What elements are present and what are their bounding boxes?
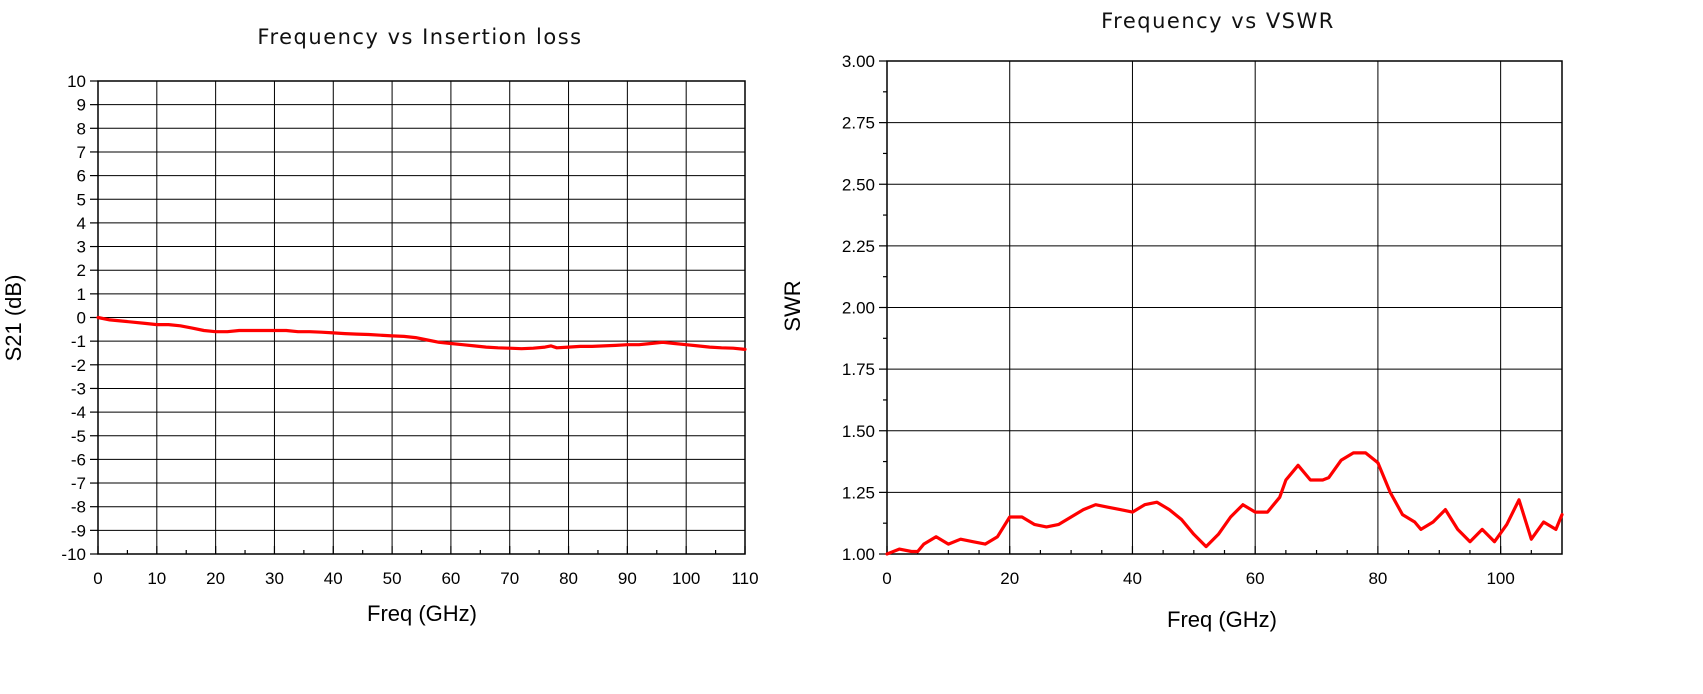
x-tick-labels: 0 20 40 60 80 100 <box>882 569 1515 588</box>
y-tick-label: 2.00 <box>842 299 875 318</box>
y-tick-label: 1.50 <box>842 422 875 441</box>
y-tick-label: -6 <box>71 450 86 469</box>
y-tick-labels: 3.00 2.75 2.50 2.25 2.00 1.75 1.50 1.25 1.00 <box>842 52 875 564</box>
x-tick-label: 0 <box>882 569 891 588</box>
y-tick-label: -3 <box>71 379 86 398</box>
x-tick-label: 100 <box>1486 569 1514 588</box>
chart-title: Frequency vs VSWR <box>1101 9 1335 33</box>
y-axis-label: SWR <box>780 280 805 331</box>
y-tick-label: 1.75 <box>842 360 875 379</box>
y-tick-label: 2.75 <box>842 114 875 133</box>
y-tick-label: -2 <box>71 356 86 375</box>
insertion-loss-chart: Frequency vs Insertion loss 0 10 20 30 40 50 6… <box>1 25 759 626</box>
series-line <box>885 451 1564 556</box>
y-tick-label: 9 <box>77 96 86 115</box>
y-tick-label: 8 <box>77 119 86 138</box>
y-tick-label: -10 <box>61 545 86 564</box>
x-tick-label: 100 <box>672 569 700 588</box>
y-tick-label: 10 <box>67 72 86 91</box>
y-tick-label: -4 <box>71 403 86 422</box>
x-tick-label: 50 <box>383 569 402 588</box>
y-tick-label: 3.00 <box>842 52 875 71</box>
x-tick-label: 60 <box>441 569 460 588</box>
y-tick-label: 3 <box>77 238 86 257</box>
y-tick-label: -9 <box>71 521 86 540</box>
grid <box>886 60 1562 555</box>
x-tick-label: 10 <box>147 569 166 588</box>
y-tick-label: 7 <box>77 143 86 162</box>
series-line <box>96 315 747 351</box>
chart-title: Frequency vs Insertion loss <box>257 25 582 49</box>
y-tick-label: 2.25 <box>842 237 875 256</box>
x-tick-label: 80 <box>559 569 578 588</box>
y-tick-label: 1 <box>77 285 86 304</box>
y-tick-label: 2 <box>77 261 86 280</box>
y-tick-label: 5 <box>77 190 86 209</box>
x-tick-label: 110 <box>731 569 758 588</box>
vswr-chart: Frequency vs VSWR 0 20 40 60 80 100 3.00 2.75 2… <box>780 9 1564 632</box>
x-tick-label: 40 <box>1123 569 1142 588</box>
x-tick-label: 30 <box>265 569 284 588</box>
x-tick-label: 90 <box>618 569 637 588</box>
y-tick-label: 1.00 <box>842 545 875 564</box>
y-tick-label: 2.50 <box>842 175 875 194</box>
y-tick-label: -1 <box>71 332 86 351</box>
y-tick-label: -7 <box>71 474 86 493</box>
x-tick-label: 70 <box>500 569 519 588</box>
y-axis-label: S21 (dB) <box>1 275 26 362</box>
x-tick-label: 80 <box>1368 569 1387 588</box>
x-tick-label: 40 <box>324 569 343 588</box>
x-tick-label: 20 <box>206 569 225 588</box>
y-tick-label: 6 <box>77 167 86 186</box>
x-tick-label: 60 <box>1246 569 1265 588</box>
x-tick-label: 0 <box>93 569 102 588</box>
x-tick-label: 20 <box>1000 569 1019 588</box>
x-axis-label: Freq (GHz) <box>1167 607 1277 632</box>
grid <box>97 80 746 555</box>
x-axis-label: Freq (GHz) <box>367 601 477 626</box>
x-tick-labels: 0 10 20 30 40 50 60 70 80 90 100 110 <box>93 569 758 588</box>
y-tick-label: 4 <box>77 214 86 233</box>
y-tick-label: -8 <box>71 498 86 517</box>
y-tick-label: -5 <box>71 427 86 446</box>
y-tick-label: 0 <box>77 309 86 328</box>
y-tick-label: 1.25 <box>842 483 875 502</box>
plot-frame <box>886 60 1563 555</box>
